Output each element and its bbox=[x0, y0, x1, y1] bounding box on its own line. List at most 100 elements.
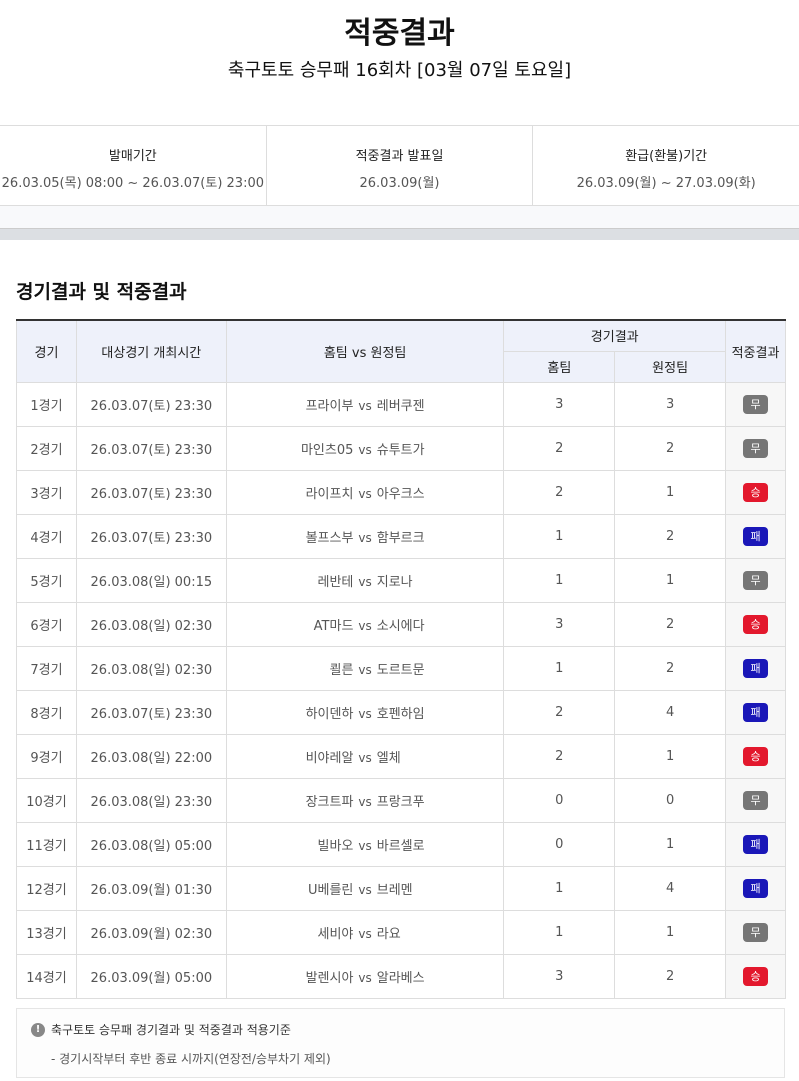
away-team: 지로나 bbox=[376, 574, 413, 590]
away-score: 4 bbox=[614, 865, 727, 911]
home-team: 레반테 bbox=[317, 574, 354, 590]
game-time: 26.03.07(토) 23:30 bbox=[75, 469, 227, 515]
game-number: 2경기 bbox=[16, 425, 77, 471]
hit-result: 무 bbox=[725, 557, 786, 603]
notice-title: 축구토토 승무패 경기결과 및 적중결과 적용기준 bbox=[51, 1023, 291, 1037]
away-team: 바르셀로 bbox=[376, 838, 425, 854]
game-number: 12경기 bbox=[16, 865, 77, 911]
result-badge: 무 bbox=[743, 394, 768, 414]
home-score: 3 bbox=[503, 601, 616, 647]
result-badge: 승 bbox=[743, 614, 768, 634]
game-time: 26.03.07(토) 23:30 bbox=[75, 425, 227, 471]
game-time: 26.03.07(토) 23:30 bbox=[75, 381, 227, 427]
table-row: 11경기 26.03.08(일) 05:00 빌바오 vs 바르셀로 0 1 패 bbox=[16, 821, 786, 867]
result-badge: 승 bbox=[743, 966, 768, 986]
home-score: 2 bbox=[503, 469, 616, 515]
table-row: 1경기 26.03.07(토) 23:30 프라이부 vs 레버쿠젠 3 3 무 bbox=[16, 381, 786, 427]
matchup: U베를린 vs 브레멘 bbox=[225, 865, 505, 911]
section-title: 경기결과 및 적중결과 bbox=[16, 281, 187, 303]
col-teams: 홈팀 vs 원정팀 bbox=[225, 319, 505, 383]
away-score: 0 bbox=[614, 777, 727, 823]
home-team: 빌바오 bbox=[317, 838, 354, 854]
page-title: 적중결과 bbox=[344, 16, 455, 51]
table-row: 12경기 26.03.09(월) 01:30 U베를린 vs 브레멘 1 4 패 bbox=[16, 865, 786, 911]
hit-result: 무 bbox=[725, 425, 786, 471]
away-score: 2 bbox=[614, 645, 727, 691]
away-team: 라요 bbox=[376, 926, 401, 942]
matchup: 비야레알 vs 엘체 bbox=[225, 733, 505, 779]
table-row: 7경기 26.03.08(일) 02:30 쾰른 vs 도르트문 1 2 패 bbox=[16, 645, 786, 691]
game-time: 26.03.09(월) 01:30 bbox=[75, 865, 227, 911]
result-badge: 무 bbox=[743, 922, 768, 942]
vs-label: vs bbox=[358, 530, 372, 545]
vs-label: vs bbox=[358, 574, 372, 589]
announce-date: 적중결과 발표일 26.03.09(월) bbox=[267, 126, 534, 205]
game-number: 4경기 bbox=[16, 513, 77, 559]
away-team: 레버쿠젠 bbox=[376, 398, 425, 414]
home-team: 하이덴하 bbox=[305, 706, 354, 722]
game-time: 26.03.08(일) 22:00 bbox=[75, 733, 227, 779]
home-team: 마인츠05 bbox=[300, 442, 354, 458]
away-team: 호펜하임 bbox=[376, 706, 425, 722]
matchup: 볼프스부 vs 함부르크 bbox=[225, 513, 505, 559]
table-row: 13경기 26.03.09(월) 02:30 세비야 vs 라요 1 1 무 bbox=[16, 909, 786, 955]
vs-label: vs bbox=[358, 618, 372, 633]
hit-result: 패 bbox=[725, 645, 786, 691]
matchup: 쾰른 vs 도르트문 bbox=[225, 645, 505, 691]
col-away-score: 원정팀 bbox=[614, 350, 727, 383]
result-badge: 무 bbox=[743, 790, 768, 810]
away-team: 슈투트가 bbox=[376, 442, 425, 458]
game-number: 1경기 bbox=[16, 381, 77, 427]
info-label: 환급(환불)기간 bbox=[625, 149, 708, 164]
hit-result: 무 bbox=[725, 777, 786, 823]
result-badge: 패 bbox=[743, 658, 768, 678]
game-time: 26.03.07(토) 23:30 bbox=[75, 689, 227, 735]
away-score: 1 bbox=[614, 557, 727, 603]
game-time: 26.03.08(일) 02:30 bbox=[75, 645, 227, 691]
game-number: 9경기 bbox=[16, 733, 77, 779]
result-badge: 승 bbox=[743, 482, 768, 502]
home-team: AT마드 bbox=[313, 618, 354, 634]
away-team: 브레멘 bbox=[376, 882, 413, 898]
home-score: 3 bbox=[503, 953, 616, 999]
vs-label: vs bbox=[358, 706, 372, 721]
away-team: 소시에다 bbox=[376, 618, 425, 634]
table-row: 9경기 26.03.08(일) 22:00 비야레알 vs 엘체 2 1 승 bbox=[16, 733, 786, 779]
home-team: 세비야 bbox=[317, 926, 354, 942]
home-score: 1 bbox=[503, 645, 616, 691]
home-score: 0 bbox=[503, 821, 616, 867]
hit-result: 승 bbox=[725, 953, 786, 999]
col-time: 대상경기 개최시간 bbox=[75, 319, 227, 383]
info-value: 26.03.05(목) 08:00 ~ 26.03.07(토) 23:00 bbox=[1, 176, 264, 191]
vs-label: vs bbox=[358, 442, 372, 457]
spacer bbox=[0, 206, 799, 228]
away-score: 2 bbox=[614, 601, 727, 647]
vs-label: vs bbox=[358, 486, 372, 501]
game-number: 14경기 bbox=[16, 953, 77, 999]
away-score: 2 bbox=[614, 513, 727, 559]
home-team: 비야레알 bbox=[305, 750, 354, 766]
info-value: 26.03.09(월) bbox=[359, 176, 440, 191]
col-game: 경기 bbox=[16, 319, 77, 383]
home-team: 장크트파 bbox=[305, 794, 354, 810]
matchup: 프라이부 vs 레버쿠젠 bbox=[225, 381, 505, 427]
info-value: 26.03.09(월) ~ 27.03.09(화) bbox=[576, 176, 756, 191]
away-score: 1 bbox=[614, 733, 727, 779]
hit-result: 무 bbox=[725, 909, 786, 955]
away-team: 프랑크푸 bbox=[376, 794, 425, 810]
matchup: 레반테 vs 지로나 bbox=[225, 557, 505, 603]
game-time: 26.03.09(월) 02:30 bbox=[75, 909, 227, 955]
sale-period: 발매기간 26.03.05(목) 08:00 ~ 26.03.07(토) 23:0… bbox=[0, 126, 267, 205]
result-badge: 승 bbox=[743, 746, 768, 766]
result-badge: 패 bbox=[743, 702, 768, 722]
info-label: 적중결과 발표일 bbox=[355, 149, 444, 164]
table-row: 14경기 26.03.09(월) 05:00 발렌시아 vs 알라베스 3 2 승 bbox=[16, 953, 786, 999]
home-score: 1 bbox=[503, 557, 616, 603]
home-team: 쾰른 bbox=[329, 662, 354, 678]
matchup: 마인츠05 vs 슈투트가 bbox=[225, 425, 505, 471]
table-row: 2경기 26.03.07(토) 23:30 마인츠05 vs 슈투트가 2 2 무 bbox=[16, 425, 786, 471]
away-score: 3 bbox=[614, 381, 727, 427]
away-score: 1 bbox=[614, 821, 727, 867]
home-team: U베를린 bbox=[308, 882, 354, 898]
matchup: 빌바오 vs 바르셀로 bbox=[225, 821, 505, 867]
